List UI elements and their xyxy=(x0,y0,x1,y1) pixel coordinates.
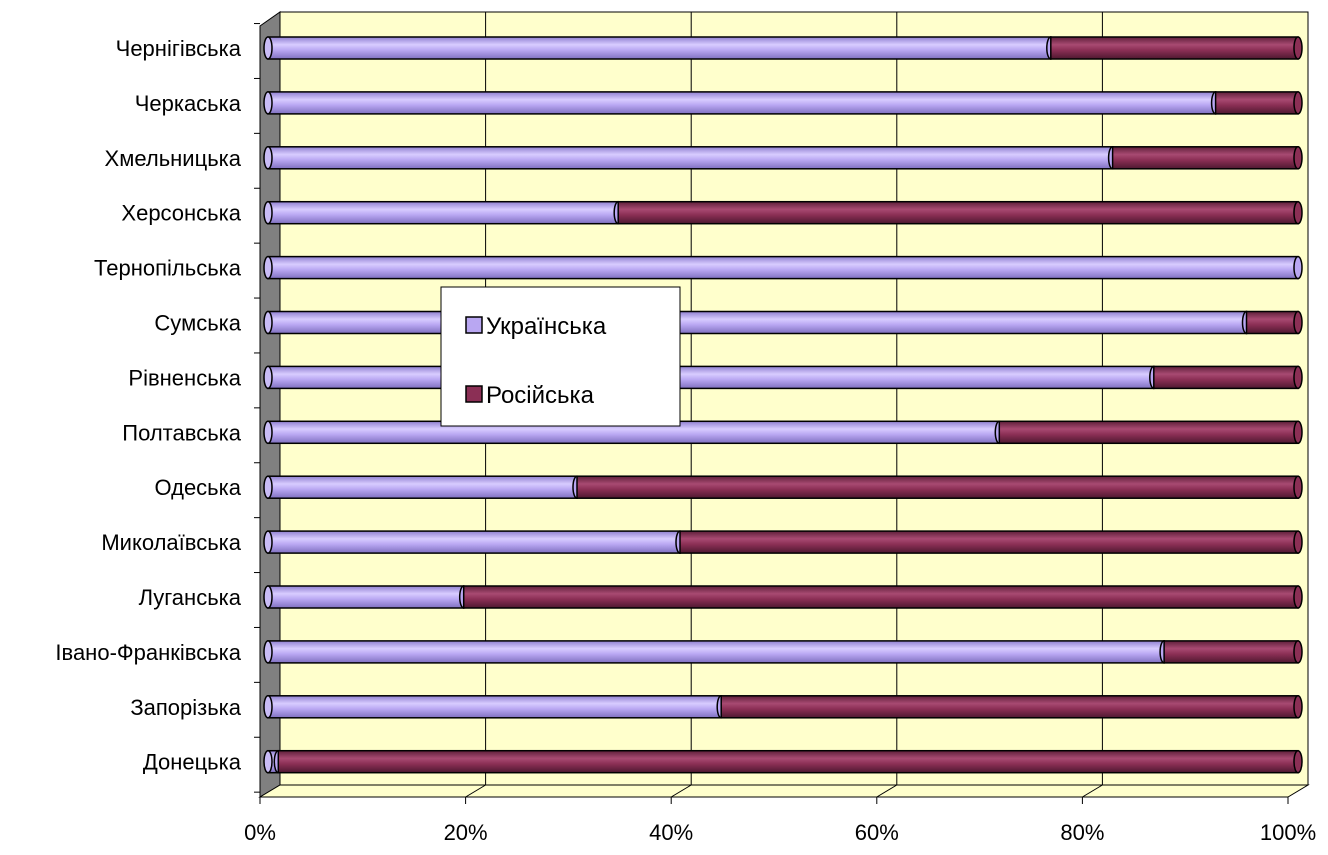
legend-swatch-russian xyxy=(465,385,483,403)
bar-segment-cap xyxy=(1293,91,1303,115)
bar-segment-ukrainian xyxy=(267,530,681,554)
bar-segment-cap xyxy=(1293,146,1303,170)
x-tick-label: 0% xyxy=(244,820,276,845)
legend-swatch-ukrainian xyxy=(465,316,483,334)
bar-segment-russian xyxy=(576,475,1299,499)
floor-gridline xyxy=(876,784,898,798)
bar-start-cap xyxy=(263,200,273,225)
category-label: Запорізька xyxy=(130,695,241,720)
bar-segment-cap xyxy=(1293,640,1303,664)
bar-segment-cap xyxy=(1293,530,1303,554)
category-label: Тернопільська xyxy=(94,256,242,281)
bar-segment-russian xyxy=(998,420,1299,445)
bar-segment-cap xyxy=(1293,365,1303,390)
bar-segment-russian xyxy=(1153,365,1299,390)
bar-segment-cap xyxy=(1293,255,1303,280)
bar-segment-russian xyxy=(277,749,1299,774)
bar-segment-russian xyxy=(1214,91,1299,115)
bar-start-cap xyxy=(263,36,273,60)
bar-segment-ukrainian xyxy=(267,146,1114,170)
category-label: Донецька xyxy=(143,750,242,775)
bar-start-cap xyxy=(263,695,273,719)
bar-start-cap xyxy=(263,585,273,609)
category-label: Івано-Франківська xyxy=(55,640,241,665)
bar-segment-russian xyxy=(720,695,1299,719)
bar-start-cap xyxy=(263,310,273,335)
bar-segment-cap xyxy=(1293,475,1303,499)
floor-gridline xyxy=(1082,784,1103,798)
category-label: Одеська xyxy=(154,475,241,500)
category-label: Сумська xyxy=(154,311,241,336)
bar-start-cap xyxy=(263,420,273,445)
bar-start-cap xyxy=(263,640,273,664)
x-tick-label: 40% xyxy=(649,820,693,845)
x-tick-label: 100% xyxy=(1260,820,1316,845)
bar-start-cap xyxy=(263,255,273,280)
bar-segment-cap xyxy=(1293,585,1303,609)
category-label: Полтавська xyxy=(122,420,241,445)
x-tick-label: 80% xyxy=(1060,820,1104,845)
bars xyxy=(263,36,1303,774)
bar-start-cap xyxy=(263,475,273,499)
bar-segment-russian xyxy=(1111,146,1299,170)
bar-start-cap xyxy=(263,530,273,554)
bar-segment-ukrainian xyxy=(267,585,465,609)
bar-start-cap xyxy=(263,91,273,115)
category-label: Хмельницька xyxy=(105,146,242,171)
bar-segment-ukrainian xyxy=(267,475,578,499)
bar-segment-ukrainian xyxy=(267,695,722,719)
floor-gridline xyxy=(465,784,486,798)
bar-segment-ukrainian xyxy=(267,200,619,225)
bar-segment-cap xyxy=(1293,36,1303,60)
x-tick-labels: 0% 20% 40% 60% 80% 100% xyxy=(244,820,1316,845)
bar-segment-cap xyxy=(1293,695,1303,719)
bar-segment-ukrainian xyxy=(267,91,1217,115)
bar-segment-cap xyxy=(1293,200,1303,225)
bar-segment-ukrainian xyxy=(267,365,1155,390)
bar-start-cap xyxy=(263,365,273,390)
bar-segment-russian xyxy=(1050,36,1299,60)
category-label: Черкаська xyxy=(135,91,242,116)
category-labels: Донецька Запорізька Івано-Франківська Луган… xyxy=(55,36,241,775)
bar-segment-cap xyxy=(1293,420,1303,445)
bar-segment-ukrainian xyxy=(267,640,1165,664)
bar-segment-russian xyxy=(679,530,1299,554)
bar-start-cap xyxy=(263,749,273,774)
legend-label-ukrainian: Українська xyxy=(486,313,607,340)
side-wall xyxy=(259,11,281,798)
floor-gridline xyxy=(670,784,692,798)
bar-segment-russian xyxy=(1245,310,1299,335)
category-label: Луганська xyxy=(139,585,242,610)
category-label: Херсонська xyxy=(121,201,241,226)
category-label: Рівненська xyxy=(128,365,241,390)
bar-segment-cap xyxy=(1293,749,1303,774)
legend-box xyxy=(440,286,681,427)
bar-start-cap xyxy=(263,146,273,170)
x-tick-label: 60% xyxy=(855,820,899,845)
category-label: Чернігівська xyxy=(116,36,242,61)
legend-label-russian: Російська xyxy=(486,382,595,409)
bar-segment-ukrainian xyxy=(267,310,1248,335)
x-tick-label: 20% xyxy=(444,820,488,845)
bar-segment-russian xyxy=(1163,640,1299,664)
bar-segment-ukrainian xyxy=(267,255,1299,280)
bar-segment-ukrainian xyxy=(267,36,1052,60)
legend: Українська Російська xyxy=(440,286,681,427)
category-label: Миколаївська xyxy=(101,530,241,555)
plot-back-wall xyxy=(279,11,1309,786)
bar-segment-russian xyxy=(462,585,1299,609)
bar-segment-russian xyxy=(617,200,1299,225)
floor xyxy=(258,784,1310,798)
bar-segment-cap xyxy=(1293,310,1303,335)
